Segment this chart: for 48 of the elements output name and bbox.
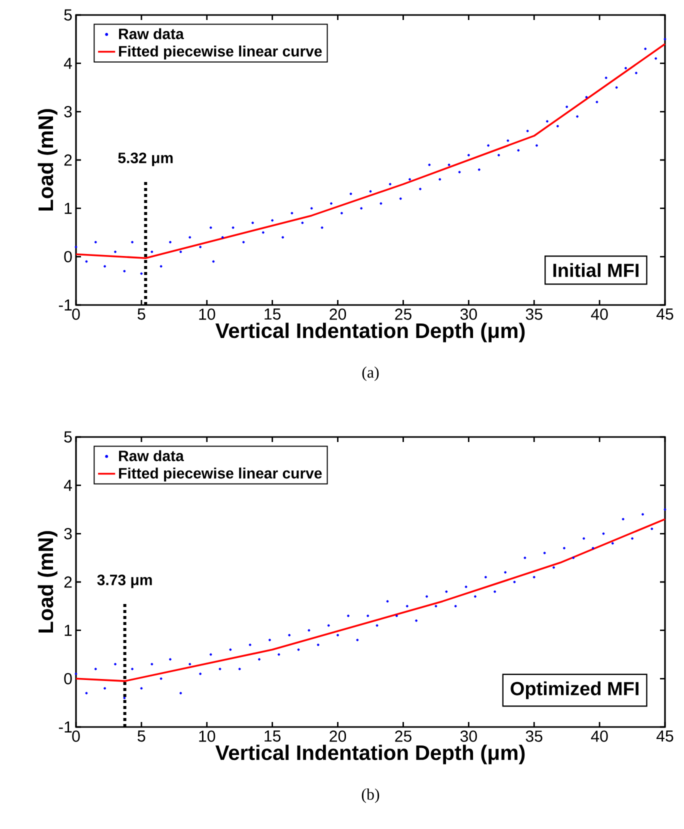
y-tick-label: 4 — [64, 58, 72, 69]
text: (b) — [362, 788, 380, 804]
annotation: Initial MFI — [553, 263, 638, 278]
y-tick-label: 5 — [64, 9, 72, 21]
x-tick-label: 5 — [138, 308, 146, 320]
y-tick-label: 3 — [64, 528, 72, 540]
y-tick-label: 1 — [64, 624, 72, 636]
x-tick-label: 35 — [526, 308, 542, 320]
legend-label: Raw data — [119, 450, 184, 462]
y-tick-label: 2 — [64, 576, 72, 588]
x-tick-label: 40 — [591, 730, 608, 742]
text: (a) — [362, 366, 379, 382]
x-tick-label: 20 — [330, 730, 346, 742]
annotation: Optimized MFI — [510, 681, 638, 700]
x-axis-title: Vertical Indentation Depth (μm) — [215, 322, 525, 342]
legend-label: Fitted piecewise linear curve — [119, 46, 322, 60]
y-tick-label: 0 — [64, 673, 72, 684]
ref-line-label: 3.73 μm — [97, 574, 152, 588]
y-tick-label: -1 — [58, 299, 72, 310]
y-tick-label: 3 — [64, 106, 72, 118]
ref-line-label: 5.32 μm — [118, 152, 173, 166]
x-tick-label: 15 — [264, 308, 281, 320]
x-tick-label: 30 — [460, 308, 477, 320]
x-tick-label: 0 — [72, 730, 80, 742]
x-tick-label: 0 — [72, 308, 80, 320]
x-tick-label: 45 — [656, 730, 674, 742]
y-axis-title: Load (mN) — [38, 531, 58, 632]
x-tick-label: 10 — [199, 308, 216, 320]
x-tick-label: 10 — [199, 730, 216, 742]
x-tick-label: 40 — [591, 308, 608, 320]
y-tick-label: -1 — [58, 721, 72, 732]
x-tick-label: 20 — [330, 308, 346, 320]
y-axis-title: Load (mN) — [38, 109, 58, 210]
y-tick-label: 2 — [64, 154, 72, 166]
x-tick-label: 25 — [395, 308, 412, 320]
x-tick-label: 35 — [526, 730, 542, 742]
x-tick-label: 45 — [656, 308, 674, 320]
x-axis-title: Vertical Indentation Depth (μm) — [215, 744, 525, 764]
y-tick-label: 0 — [64, 251, 72, 262]
y-tick-label: 4 — [64, 480, 72, 491]
x-tick-label: 25 — [395, 730, 412, 742]
legend-label: Raw data — [119, 28, 184, 40]
x-tick-label: 30 — [460, 730, 477, 742]
x-tick-label: 5 — [138, 730, 146, 742]
legend-label: Fitted piecewise linear curve — [119, 468, 322, 482]
y-tick-label: 1 — [64, 202, 72, 214]
y-tick-label: 5 — [64, 431, 72, 443]
x-tick-label: 15 — [264, 730, 281, 742]
